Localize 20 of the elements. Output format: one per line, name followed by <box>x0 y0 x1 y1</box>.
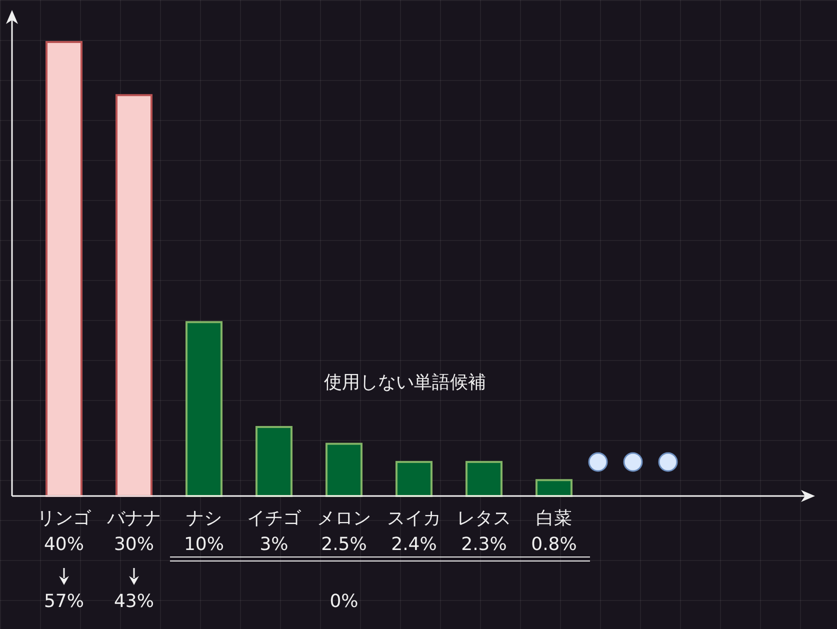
x-tick-label: メロン <box>317 508 371 529</box>
text: 10% <box>184 534 224 555</box>
x-tick-label: 白菜 <box>536 508 572 529</box>
annotation: 使用しない単語候補 <box>324 372 486 393</box>
x-tick-label: リンゴ <box>37 508 92 529</box>
text: 43% <box>114 590 154 612</box>
text: 0% <box>330 590 358 612</box>
text: 57% <box>44 590 84 612</box>
text: 40% <box>44 534 84 555</box>
x-tick-label: バナナ <box>106 508 161 529</box>
text: 2.3% <box>461 534 507 555</box>
text: 30% <box>114 534 154 555</box>
x-tick-label: スイカ <box>387 508 441 529</box>
text: 0.8% <box>531 534 577 555</box>
text: 2.4% <box>391 534 437 555</box>
text: 2.5% <box>321 534 367 555</box>
x-tick-label: ナシ <box>186 508 222 529</box>
x-tick-label: イチゴ <box>247 508 302 529</box>
text: 3% <box>260 534 288 555</box>
x-tick-label: レタス <box>457 508 511 529</box>
